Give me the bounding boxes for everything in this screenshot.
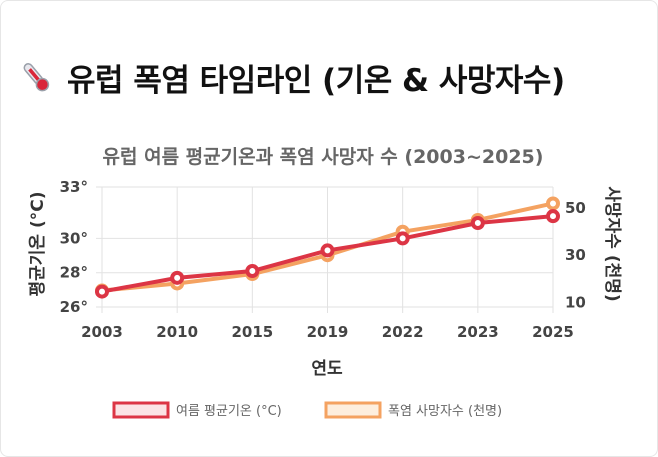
x-tick-label: 2015 <box>231 323 273 341</box>
data-point-temperature <box>546 209 560 224</box>
x-tick-label: 2023 <box>457 323 499 341</box>
chart-title: 유럽 여름 평균기온과 폭염 사망자 수 (2003~2025) <box>103 146 544 168</box>
axis-ticks: 2003 2010 2015 2019 2022 2023 2025 26° 28° 30° 33°… <box>60 178 586 341</box>
x-tick-label: 2010 <box>156 323 198 341</box>
legend-swatch-temperature <box>112 401 170 419</box>
data-point-deaths <box>546 196 560 211</box>
y-axis-left-label: 평균기온 (°C) <box>28 192 48 297</box>
data-point-temperature <box>395 231 410 246</box>
data-point-temperature <box>470 216 485 230</box>
page-heading: 유럽 폭염 타임라인 (기온 & 사망자수) <box>19 53 565 101</box>
legend-item-temperature[interactable]: 여름 평균기온 (°C) <box>112 401 282 419</box>
y-left-tick-label: 28° <box>60 264 88 282</box>
y-right-tick-label: 10 <box>565 293 586 311</box>
y-right-tick-label: 50 <box>565 199 586 217</box>
page-title: 유럽 폭염 타임라인 (기온 & 사망자수) <box>67 62 565 99</box>
legend-label-deaths: 폭염 사망자수 (천명) <box>388 404 502 419</box>
legend-item-deaths[interactable]: 폭염 사망자수 (천명) <box>324 401 502 419</box>
x-axis-label: 연도 <box>311 359 343 379</box>
legend[interactable]: 여름 평균기온 (°C) 폭염 사망자수 (천명) <box>112 401 502 419</box>
line-chart: 유럽 여름 평균기온과 폭염 사망자 수 (2003~2025) 2003 201… <box>28 146 622 419</box>
y-left-tick-label: 26° <box>60 298 88 316</box>
y-left-tick-label: 30° <box>60 229 88 247</box>
legend-label-temperature: 여름 평균기온 (°C) <box>176 404 282 419</box>
series-layer <box>95 196 560 299</box>
x-tick-label: 2025 <box>532 323 574 341</box>
data-point-temperature <box>320 243 335 258</box>
y-right-tick-label: 30 <box>565 246 586 264</box>
x-tick-label: 2022 <box>382 323 424 341</box>
data-point-temperature <box>170 270 185 285</box>
data-point-temperature <box>245 264 260 278</box>
thermometer-icon <box>23 63 50 92</box>
y-left-tick-label: 33° <box>60 178 88 196</box>
data-point-temperature <box>95 284 109 299</box>
x-tick-label: 2003 <box>81 323 123 341</box>
y-axis-right-label: 사망자수 (천명) <box>602 186 622 301</box>
legend-swatch-deaths <box>324 401 382 419</box>
x-tick-label: 2019 <box>307 323 349 341</box>
